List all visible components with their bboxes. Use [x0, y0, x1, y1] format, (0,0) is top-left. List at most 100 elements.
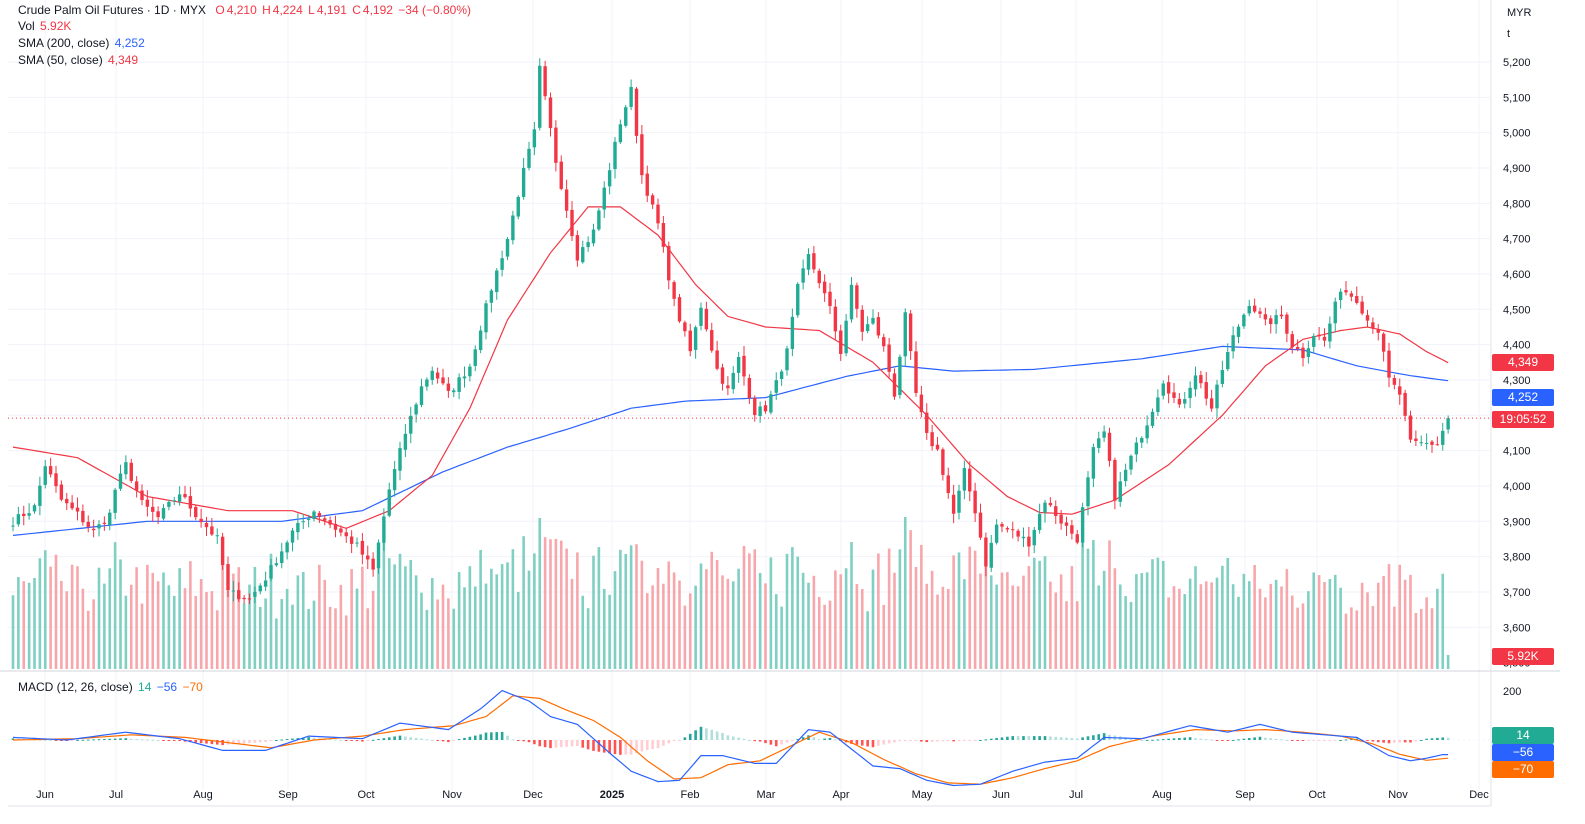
candle-body [1086, 477, 1090, 507]
volume-bar [156, 581, 160, 669]
volume-bar [457, 572, 461, 669]
macd-histogram-bar [930, 740, 934, 742]
macd-histogram-bar [269, 740, 273, 741]
volume-bar [1328, 579, 1332, 669]
macd-histogram-bar [506, 735, 509, 740]
volume-bar [334, 608, 337, 669]
volume-bar [199, 578, 203, 669]
volume-bar [785, 553, 789, 669]
low-label: L [308, 3, 315, 17]
candle-body [495, 270, 499, 292]
candle-body [1403, 392, 1407, 416]
macd-histogram-bar [1328, 740, 1332, 741]
currency-label[interactable]: MYR [1507, 7, 1532, 19]
macd-histogram-bar [1075, 738, 1079, 740]
sma-200-value: 4,252 [114, 36, 145, 50]
candlesticks [11, 58, 1450, 605]
volume-bar [597, 547, 601, 669]
macd-histogram-bar [753, 740, 757, 742]
candle-body [1097, 438, 1101, 448]
macd-histogram-bar [774, 740, 778, 747]
macd-histogram-bar [1403, 740, 1407, 743]
macd-histogram-bar [1204, 739, 1208, 741]
volume-bar [602, 588, 606, 669]
candle-body [613, 141, 617, 170]
candle-body [898, 356, 902, 396]
macd-histogram-bar [468, 736, 472, 740]
macd-histogram-bar [1172, 738, 1176, 740]
time-tick-label: Nov [1388, 789, 1408, 801]
sma-50-line [12, 206, 1449, 530]
volume-bar [1441, 573, 1445, 669]
volume-bar [33, 577, 36, 669]
macd-histogram-bar [414, 737, 418, 740]
candle-body [581, 247, 585, 263]
candle-body [38, 485, 42, 506]
macd-histogram-bar [404, 736, 407, 740]
volume-bar [312, 600, 316, 669]
volume-bar [882, 604, 886, 669]
currency-unit-selector[interactable]: MYR t [1498, 3, 1548, 45]
volume-bar [1398, 564, 1402, 669]
volume-bar [1312, 572, 1316, 669]
candle-body [1048, 502, 1053, 506]
macd-histogram-bar [54, 740, 58, 741]
volume-bar [1280, 586, 1283, 669]
volume-bar [43, 550, 47, 669]
candle-body [177, 494, 182, 502]
volume-bar [167, 585, 171, 669]
volume-bar [656, 567, 660, 669]
sma-50-legend[interactable]: SMA (50, close) 4,349 [18, 52, 140, 69]
symbol-legend[interactable]: Crude Palm Oil Futures · 1D · MYX O 4,210… [18, 2, 473, 19]
candle-body [231, 590, 236, 592]
volume-bar [361, 566, 364, 669]
volume-bar [506, 562, 509, 669]
candle-body [183, 493, 187, 498]
volume-bar [855, 583, 859, 669]
volume-bar [27, 582, 31, 669]
candle-body [32, 505, 37, 512]
candle-body [914, 351, 918, 393]
time-tick-label: Oct [1308, 789, 1325, 801]
macd-histogram-bar [479, 734, 482, 740]
macd-histogram-bar [1344, 739, 1348, 741]
candle-body [425, 379, 429, 387]
volume-bar [253, 566, 257, 669]
sma-50-label: SMA (50, close) [18, 53, 103, 67]
volume-legend[interactable]: Vol 5.92K [18, 18, 73, 35]
candle-body [323, 518, 327, 521]
candle-body [129, 462, 133, 481]
macd-histogram-bar [1167, 738, 1170, 740]
macd-histogram-bar [1231, 740, 1235, 741]
time-tick-label: Oct [357, 789, 374, 801]
volume-bar [1043, 556, 1047, 669]
unit-label[interactable]: t [1507, 28, 1511, 40]
volume-bar [183, 588, 187, 669]
volume-bar [318, 564, 321, 669]
volume-bar [871, 569, 875, 669]
candle-body [882, 337, 886, 347]
macd-legend[interactable]: MACD (12, 26, close) 14 −56 −70 [18, 679, 205, 696]
macd-histogram-bar [780, 740, 783, 745]
candle-body [1279, 314, 1284, 317]
volume-bar [1113, 568, 1117, 669]
volume-bar [495, 574, 499, 669]
macd-histogram-bar [565, 740, 568, 747]
volume-bar [258, 606, 262, 669]
macd-histogram-bar [1221, 740, 1224, 741]
symbol-name[interactable]: Crude Palm Oil Futures · 1D · MYX [18, 3, 207, 17]
macd-histogram-bar [801, 737, 805, 740]
high-value: 4,224 [272, 3, 303, 17]
volume-bar [468, 566, 472, 669]
volume-bar [1350, 607, 1353, 669]
price-tick-label: 4,400 [1503, 340, 1531, 352]
volume-bar [1258, 588, 1262, 669]
macd-histogram-bar [296, 738, 300, 740]
sma-200-legend[interactable]: SMA (200, close) 4,252 [18, 35, 147, 52]
price-tick-label: 5,000 [1503, 128, 1531, 140]
volume-bar [839, 574, 843, 669]
candle-body [1140, 438, 1144, 443]
macd-tick-label: 200 [1503, 686, 1521, 698]
price-tick-label: 4,900 [1503, 163, 1531, 175]
